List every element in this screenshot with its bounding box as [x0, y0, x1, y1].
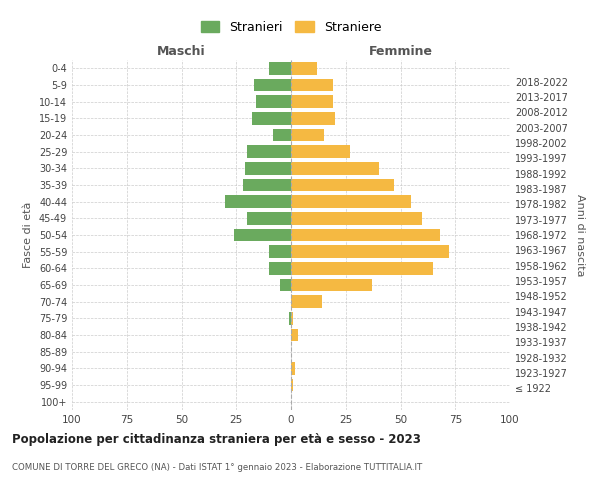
Legend: Stranieri, Straniere: Stranieri, Straniere	[200, 21, 382, 34]
Bar	[280, 279, 291, 291]
Bar	[269, 62, 291, 74]
Bar	[291, 129, 324, 141]
Bar	[291, 112, 335, 124]
Bar	[226, 196, 291, 208]
Bar	[291, 312, 293, 324]
Bar	[291, 262, 433, 274]
Bar	[254, 79, 291, 92]
Bar	[234, 229, 291, 241]
Bar	[291, 329, 298, 341]
Bar	[247, 146, 291, 158]
Bar	[243, 179, 291, 192]
Y-axis label: Anni di nascita: Anni di nascita	[575, 194, 584, 276]
Bar	[291, 62, 317, 74]
Y-axis label: Fasce di età: Fasce di età	[23, 202, 33, 268]
Bar	[291, 179, 394, 192]
Bar	[291, 196, 412, 208]
Bar	[247, 212, 291, 224]
Text: Popolazione per cittadinanza straniera per età e sesso - 2023: Popolazione per cittadinanza straniera p…	[12, 432, 421, 446]
Bar	[245, 162, 291, 174]
Bar	[291, 162, 379, 174]
Text: Femmine: Femmine	[368, 46, 433, 59]
Bar	[289, 312, 291, 324]
Bar	[291, 379, 293, 391]
Bar	[269, 262, 291, 274]
Bar	[269, 246, 291, 258]
Bar	[291, 229, 440, 241]
Text: Maschi: Maschi	[157, 46, 206, 59]
Bar	[291, 146, 350, 158]
Bar	[291, 79, 332, 92]
Bar	[291, 246, 449, 258]
Bar	[251, 112, 291, 124]
Bar	[291, 296, 322, 308]
Text: COMUNE DI TORRE DEL GRECO (NA) - Dati ISTAT 1° gennaio 2023 - Elaborazione TUTTI: COMUNE DI TORRE DEL GRECO (NA) - Dati IS…	[12, 462, 422, 471]
Bar	[291, 279, 372, 291]
Bar	[256, 96, 291, 108]
Bar	[291, 362, 295, 374]
Bar	[291, 212, 422, 224]
Bar	[291, 96, 332, 108]
Bar	[274, 129, 291, 141]
